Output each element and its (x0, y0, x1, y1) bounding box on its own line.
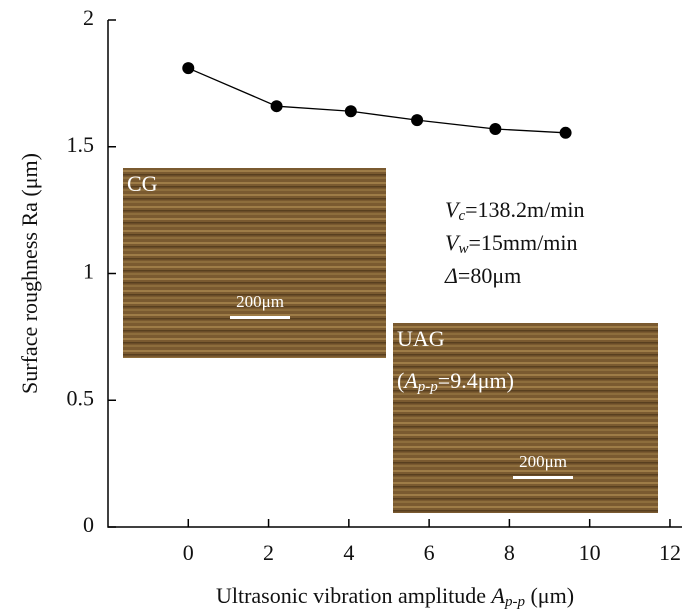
data-point (559, 126, 572, 139)
condition: Vc=138.2m/min (445, 197, 584, 224)
cond-text: =138.2m/min (465, 197, 584, 222)
y-tick-label: 2 (83, 5, 94, 30)
cond-text: =80μm (458, 263, 521, 288)
open: ( (397, 368, 404, 393)
y-tick-label: 0 (83, 512, 94, 537)
cond-text: =15mm/min (468, 230, 577, 255)
cond-symbol: V (445, 197, 461, 222)
x-axis-label: Ultrasonic vibration amplitude Ap-p (μm) (216, 583, 574, 610)
inset-label: UAG (397, 326, 445, 351)
x-tick-label: 0 (183, 540, 194, 565)
y-tick-label: 1.5 (67, 132, 95, 157)
x-tick-label: 10 (579, 540, 601, 565)
y-tick-label: 0.5 (67, 385, 95, 410)
condition: Δ=80μm (444, 263, 521, 288)
x-tick-label: 12 (659, 540, 681, 565)
x-tick-label: 8 (504, 540, 515, 565)
data-point (489, 123, 502, 136)
x-tick-label: 2 (263, 540, 274, 565)
cond-symbol: Δ (444, 263, 458, 288)
inset-label: CG (127, 171, 158, 196)
cond-sub: w (458, 241, 468, 257)
y-axis-label: Surface roughness Ra (μm) (17, 153, 42, 394)
label-text: Ultrasonic vibration amplitude (216, 583, 492, 608)
scale-bar-label: 200μm (519, 452, 567, 471)
scale-bar-label: 200μm (236, 292, 284, 311)
data-point (411, 114, 424, 127)
data-point (270, 100, 283, 113)
label-unit: (μm) (525, 583, 574, 608)
micrograph (123, 168, 386, 358)
data-point (182, 62, 195, 75)
condition: Vw=15mm/min (445, 230, 577, 257)
x-tick-label: 6 (424, 540, 435, 565)
x-tick-label: 4 (343, 540, 354, 565)
inset-condition: (Ap-p=9.4μm) (397, 368, 514, 395)
micrograph (393, 323, 658, 513)
scale-bar (230, 316, 290, 319)
cond-symbol: V (445, 230, 461, 255)
label-sub: p-p (504, 594, 525, 610)
scale-bar (513, 476, 573, 479)
data-point (344, 105, 357, 118)
text: =9.4μm) (438, 368, 514, 393)
sub: p-p (417, 379, 438, 395)
label-symbol: A (490, 583, 506, 608)
cond-sub: c (458, 208, 465, 224)
y-tick-label: 1 (83, 259, 94, 284)
symbol: A (402, 368, 418, 393)
data-line (188, 67, 566, 134)
